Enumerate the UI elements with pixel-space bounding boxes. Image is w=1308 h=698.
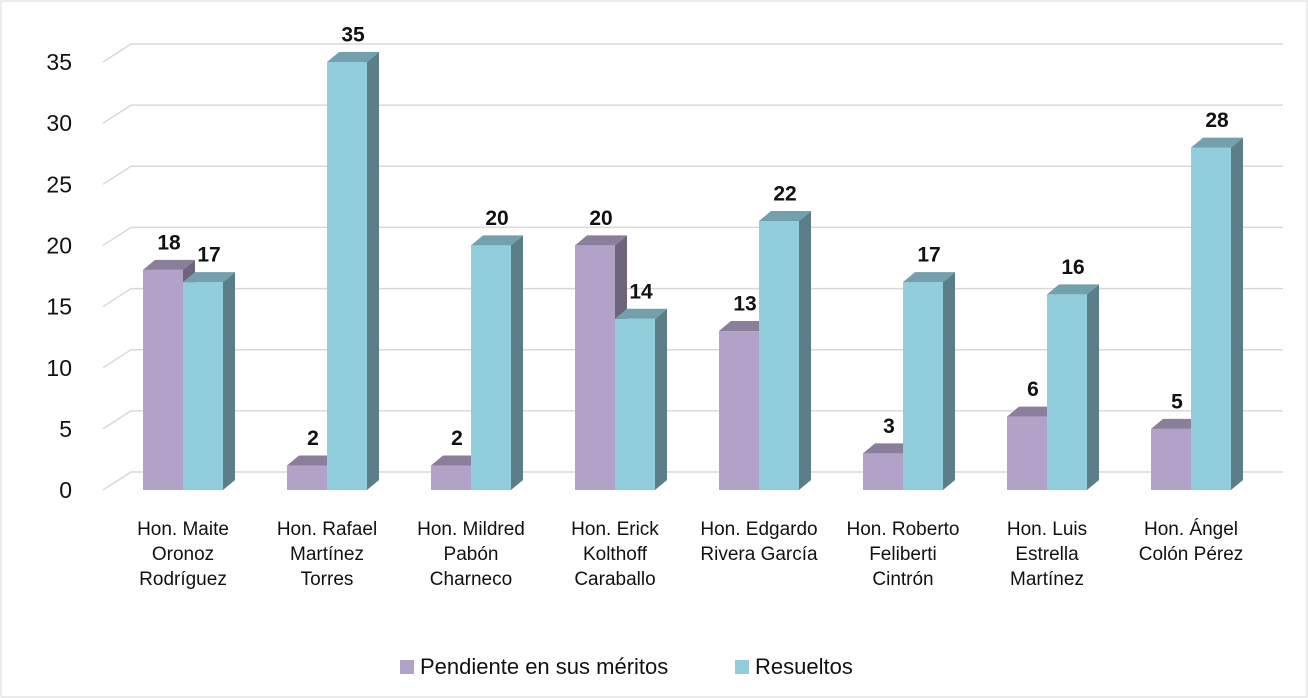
bar: [615, 318, 655, 490]
bar: [1191, 147, 1231, 490]
value-label: 20: [485, 207, 508, 230]
y-tick-label: 0: [59, 477, 72, 503]
grid-line: [102, 104, 1283, 124]
bar-side: [223, 272, 235, 490]
bar: [1007, 416, 1047, 490]
bar-top: [615, 308, 667, 319]
grid-line: [102, 226, 1283, 247]
value-label: 17: [197, 244, 220, 267]
bar: [143, 269, 183, 490]
value-label: 13: [733, 293, 756, 316]
value-label: 14: [629, 280, 653, 303]
bar: [183, 282, 223, 490]
grid-line: [102, 287, 1283, 308]
bar-top: [903, 272, 955, 283]
y-tick-label: 35: [46, 49, 72, 75]
bar-side: [367, 52, 379, 490]
bar-side: [1231, 137, 1243, 490]
legend-label: Pendiente en sus méritos: [420, 654, 668, 679]
bar: [759, 220, 799, 490]
bar: [863, 453, 903, 490]
bar: [327, 62, 367, 490]
bar: [1151, 428, 1191, 490]
bar: [431, 465, 471, 490]
bar-top: [431, 455, 483, 466]
value-label: 5: [1171, 390, 1183, 413]
bar-top: [287, 455, 339, 466]
bar-top: [327, 52, 379, 62]
bar-top: [183, 272, 235, 283]
y-tick-label: 20: [46, 233, 72, 259]
bar: [471, 245, 511, 490]
value-label: 6: [1027, 378, 1039, 401]
value-label: 18: [157, 231, 181, 254]
bar-side: [799, 210, 811, 490]
y-tick-label: 25: [46, 171, 72, 197]
value-label: 16: [1061, 256, 1084, 279]
y-tick-label: 10: [46, 355, 72, 381]
bar-top: [1151, 418, 1203, 429]
bar-top: [863, 443, 915, 454]
y-tick-label: 30: [46, 110, 72, 136]
bar-top: [471, 235, 523, 246]
bar: [719, 331, 759, 490]
value-label: 3: [883, 415, 895, 438]
x-tick-label: Hon. Roberto Feliberti Cintrón: [846, 519, 960, 590]
bar-side: [943, 272, 955, 490]
value-label: 22: [773, 183, 796, 206]
x-tick-label: Hon. Edgardo Rivera García: [700, 519, 818, 565]
bar-top: [575, 235, 627, 246]
bar-top: [759, 210, 811, 221]
x-tick-label: Hon. Erick Kolthoff Caraballo: [571, 519, 659, 590]
bar-top: [1007, 406, 1059, 417]
bar-side: [655, 308, 667, 490]
value-label: 17: [917, 244, 940, 267]
bar: [1047, 294, 1087, 490]
y-tick-label: 5: [59, 416, 72, 442]
grid-line: [102, 348, 1283, 369]
grid-line: [102, 165, 1283, 185]
bar-top: [1047, 284, 1099, 295]
bar: [287, 465, 327, 490]
bar: [575, 245, 615, 490]
bar-top: [143, 259, 195, 270]
x-tick-label: Hon. Mildred Pabón Charneco: [417, 519, 525, 590]
value-label: 2: [451, 427, 463, 450]
bar-side: [1087, 284, 1099, 490]
bar-top: [719, 321, 771, 332]
x-tick-label: Hon. Maite Oronoz Rodríguez: [137, 519, 229, 590]
x-tick-label: Hon. Ángel Colón Pérez: [1138, 519, 1244, 565]
grid-line: [102, 43, 1283, 63]
bar-side: [511, 235, 523, 490]
legend-swatch: [735, 660, 749, 674]
x-tick-label: Hon. Rafael Martínez Torres: [276, 519, 378, 590]
value-label: 35: [341, 24, 365, 47]
value-label: 20: [589, 207, 612, 230]
grid-line: [102, 410, 1283, 430]
bar-top: [1191, 137, 1243, 148]
y-tick-label: 15: [46, 294, 72, 320]
bar: [903, 282, 943, 490]
legend-swatch: [400, 660, 414, 674]
x-tick-label: Hon. Luis Estrella Martínez: [1006, 519, 1088, 590]
value-label: 28: [1205, 109, 1229, 132]
value-label: 2: [307, 427, 319, 450]
legend-label: Resueltos: [755, 654, 853, 679]
